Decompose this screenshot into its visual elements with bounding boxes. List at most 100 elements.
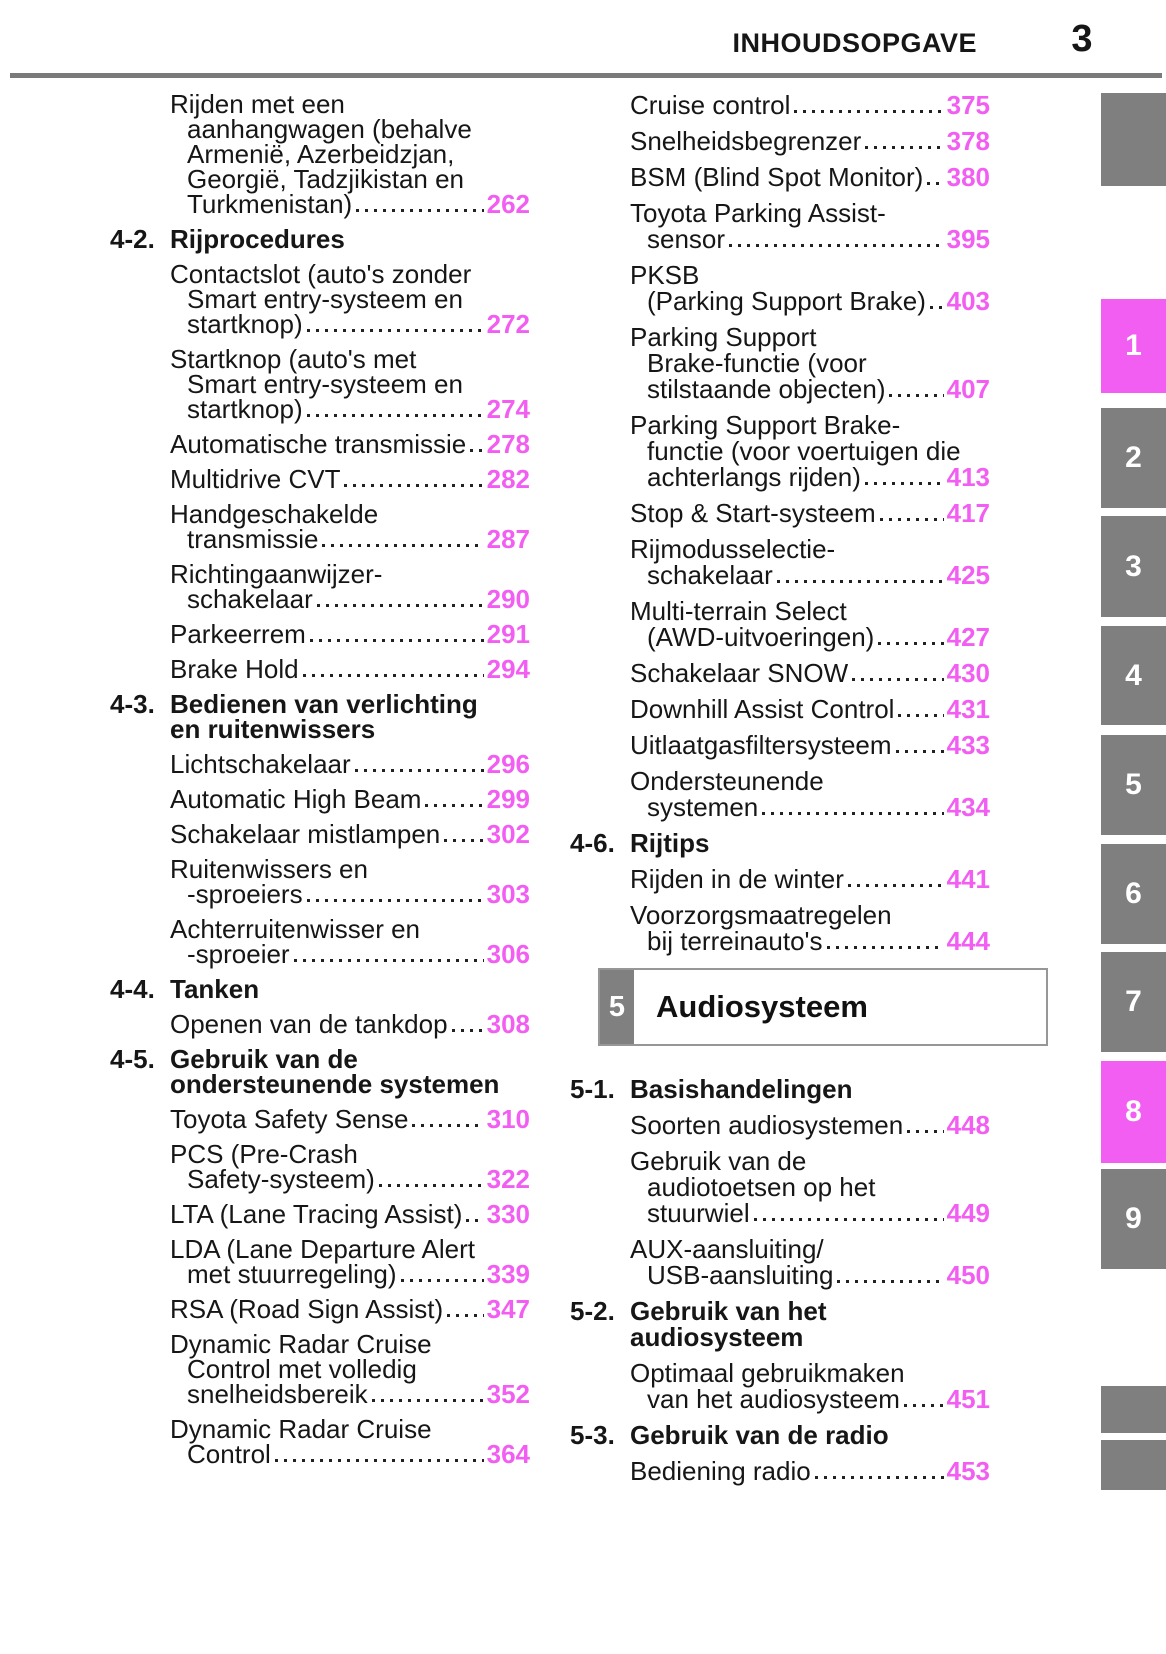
entry-line: bij terreinauto's <box>647 926 823 956</box>
dot-leader <box>927 181 944 185</box>
toc-section-heading: 5-2. Gebruik van het audiosysteem <box>570 1298 990 1350</box>
entry-last-line: transmissie 287 <box>170 526 530 552</box>
entry-line: Handgeschakelde <box>170 499 379 529</box>
entry-last-line: startknop) 274 <box>170 394 530 424</box>
entry-line: Stop & Start-systeem <box>630 498 876 528</box>
entry-last-line: Downhill Assist Control 431 <box>630 696 990 722</box>
dot-leader <box>444 838 484 842</box>
toc-section-heading: 4-5. Gebruik van de ondersteunende systeme… <box>110 1046 530 1099</box>
dot-leader <box>306 898 484 902</box>
entry-last-line: (Parking Support Brake) 403 <box>630 288 990 314</box>
entry-page-number: 303 <box>486 879 530 909</box>
dot-leader <box>903 1403 944 1407</box>
entry-line: Multidrive CVT <box>170 464 341 494</box>
entry-last-line: schakelaar 290 <box>170 586 530 612</box>
section-number: 4-2. <box>110 224 155 254</box>
toc-entry: Cruise control 375 <box>630 92 990 118</box>
side-tab-9: 9 <box>1101 1169 1166 1269</box>
toc-entry: Achterruitenwisser en -sproeier 306 <box>170 914 530 967</box>
header-rule <box>10 73 1162 78</box>
toc-entry: Schakelaar mistlampen 302 <box>170 819 530 849</box>
toc-entry: BSM (Blind Spot Monitor) 380 <box>630 164 990 190</box>
entry-line: stilstaande objecten) <box>647 374 886 404</box>
chapter-banner-title: Audiosysteem <box>656 989 868 1024</box>
entry-line: Automatische transmissie <box>170 429 467 459</box>
entry-last-line: bij terreinauto's 444 <box>630 928 990 954</box>
entry-last-line: achterlangs rijden) 413 <box>630 464 990 490</box>
side-tab-blank <box>1101 93 1166 186</box>
dot-leader <box>274 1458 484 1462</box>
entry-page-number: 378 <box>946 126 990 156</box>
side-tab-6: 6 <box>1101 844 1166 944</box>
entry-line: Achterruitenwisser en <box>170 914 420 944</box>
entry-last-line: RSA (Road Sign Assist) 347 <box>170 1294 530 1324</box>
dot-leader <box>306 328 484 332</box>
toc-entry: LDA (Lane Departure Alert met stuurregeli… <box>170 1234 530 1289</box>
toc-column-left: Rijden met een aanhangwagen (behalve Armen… <box>110 91 530 1477</box>
entry-line: schakelaar <box>647 560 773 590</box>
dot-leader <box>451 1028 484 1032</box>
toc-entry: Parking Support Brake-functie (voor stilst… <box>630 324 990 402</box>
entry-last-line: Toyota Safety Sense 310 <box>170 1106 530 1132</box>
entry-line: Lichtschakelaar <box>170 749 351 779</box>
entry-line: achterlangs rijden) <box>647 462 861 492</box>
entry-last-line: Openen van de tankdop 308 <box>170 1011 530 1037</box>
toc-entry: Uitlaatgasfiltersysteem 433 <box>630 732 990 758</box>
entry-last-line: Uitlaatgasfiltersysteem 433 <box>630 732 990 758</box>
entry-page-number: 352 <box>486 1379 530 1409</box>
entry-line: LDA (Lane Departure Alert <box>170 1234 475 1264</box>
entry-page-number: 339 <box>486 1259 530 1289</box>
entry-last-line: Cruise control 375 <box>630 92 990 118</box>
entry-line: Dynamic Radar Cruise <box>170 1329 432 1359</box>
dot-leader <box>412 1123 484 1127</box>
entry-last-line: Stop & Start-systeem 417 <box>630 500 990 526</box>
dot-leader <box>344 483 484 487</box>
section-title-line: Rijtips <box>630 828 710 858</box>
entry-page-number: 291 <box>486 619 530 649</box>
entry-line: RSA (Road Sign Assist) <box>170 1294 444 1324</box>
toc-entry: Schakelaar SNOW 430 <box>630 660 990 686</box>
toc-entry: Automatische transmissie 278 <box>170 429 530 459</box>
entry-page-number: 431 <box>946 694 990 724</box>
dot-leader <box>447 1313 484 1317</box>
section-title-line: ondersteunende systemen <box>170 1069 500 1099</box>
entry-page-number: 302 <box>486 819 530 849</box>
entry-line: Schakelaar SNOW <box>630 658 849 688</box>
entry-line: Downhill Assist Control <box>630 694 895 724</box>
entry-line: Turkmenistan) <box>187 189 353 219</box>
entry-last-line: sensor 395 <box>630 226 990 252</box>
toc-entry: Rijmodusselectie-schakelaar 425 <box>630 536 990 588</box>
entry-line: van het audiosysteem <box>647 1384 900 1414</box>
side-tab-5: 5 <box>1101 735 1166 835</box>
toc-entry: Richtingaanwijzer-schakelaar 290 <box>170 561 530 612</box>
entry-line: Optimaal gebruikmaken <box>630 1358 905 1388</box>
entry-line: (AWD-uitvoeringen) <box>647 622 875 652</box>
section-number: 4-6. <box>570 828 615 858</box>
side-tab-4: 4 <box>1101 626 1166 725</box>
dot-leader <box>794 109 944 113</box>
dot-leader <box>753 1217 944 1221</box>
dot-leader <box>378 1183 484 1187</box>
dot-leader <box>929 305 944 309</box>
entry-line: PCS (Pre-Crash <box>170 1139 358 1169</box>
page-number: 3 <box>1071 18 1093 60</box>
toc-section-heading: 4-4. Tanken <box>110 976 530 1002</box>
section-title: Rijprocedures <box>170 226 530 252</box>
entry-page-number: 449 <box>946 1198 990 1228</box>
toc-entry: Rijden in de winter 441 <box>630 866 990 892</box>
dot-leader <box>837 1279 944 1283</box>
toc-entry: PCS (Pre-Crash Safety-systeem) 322 <box>170 1139 530 1192</box>
entry-page-number: 364 <box>486 1439 530 1469</box>
side-tab-2: 2 <box>1101 408 1166 508</box>
entry-last-line: Turkmenistan) 262 <box>170 189 530 219</box>
toc-section-heading: 4-6. Rijtips <box>570 830 990 856</box>
dot-leader <box>895 749 944 753</box>
dot-leader <box>878 641 944 645</box>
entry-line: Cruise control <box>630 90 791 120</box>
toc-entry: Dynamic Radar Cruise Control 364 <box>170 1416 530 1469</box>
dot-leader <box>309 638 484 642</box>
toc-entry: Bediening radio 453 <box>630 1458 990 1484</box>
entry-line: Armenië, Azerbeidzjan, <box>187 139 455 169</box>
entry-line: startknop) <box>187 394 303 424</box>
entry-last-line: schakelaar 425 <box>630 562 990 588</box>
